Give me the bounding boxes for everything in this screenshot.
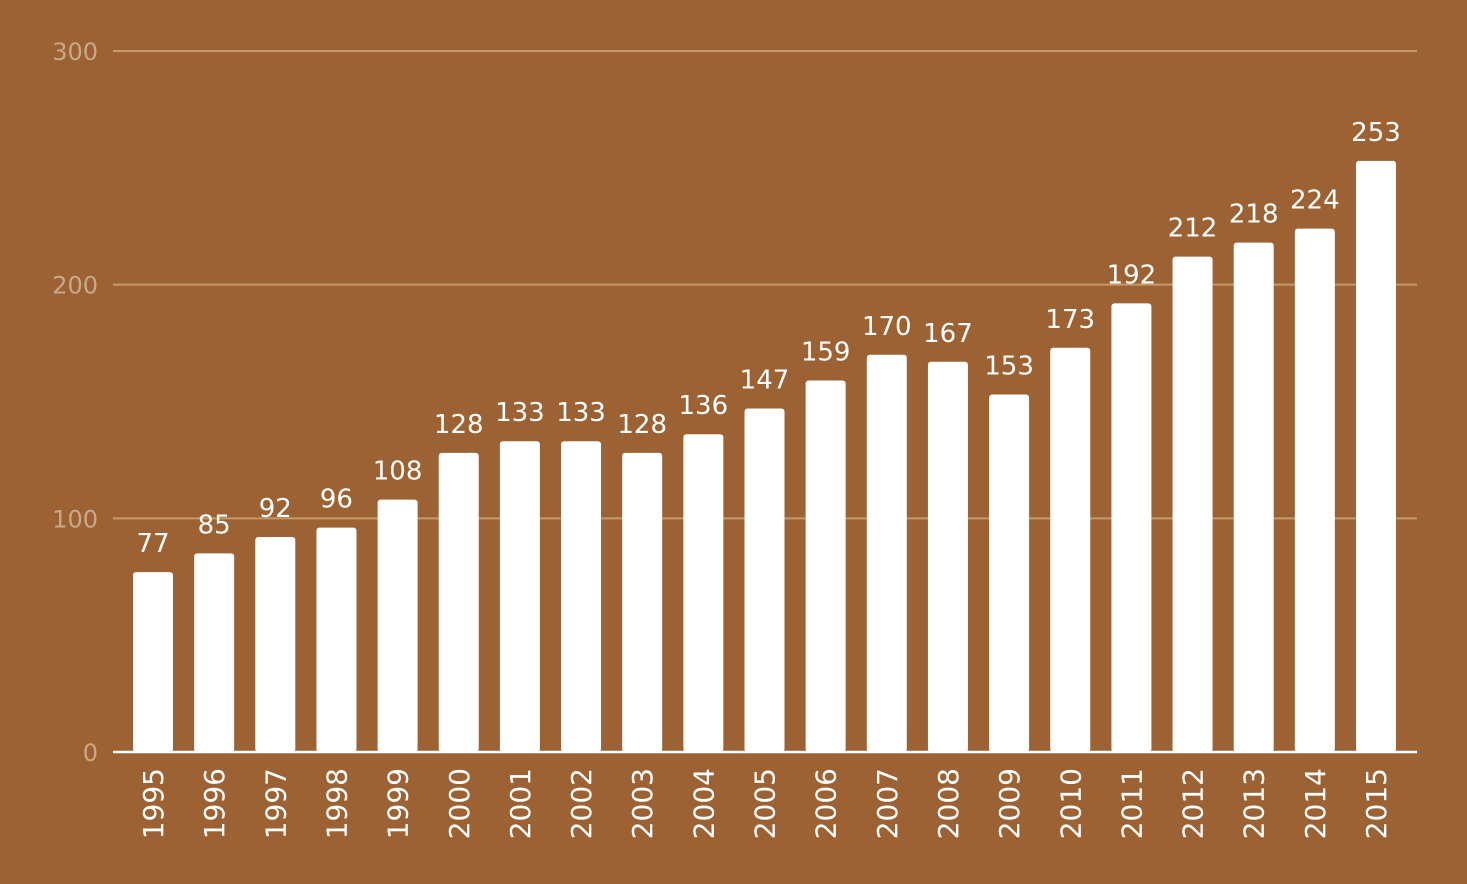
x-tick-label-2008: 2008: [932, 768, 965, 839]
value-label-2008: 167: [923, 319, 973, 349]
value-label-2012: 212: [1168, 214, 1218, 244]
y-tick-label: 100: [52, 505, 98, 533]
x-tick-label-2011: 2011: [1115, 768, 1148, 839]
x-tick-label-2012: 2012: [1177, 768, 1210, 839]
bar-1999: [377, 499, 418, 752]
value-label-2010: 173: [1045, 305, 1095, 335]
x-tick-label-2002: 2002: [565, 768, 598, 839]
bar-2002: [561, 441, 602, 752]
x-tick-label-2004: 2004: [687, 768, 720, 839]
x-tick-label-1999: 1999: [382, 768, 415, 839]
bar-2014: [1294, 228, 1335, 752]
bar-1998: [316, 527, 357, 752]
value-label-1998: 96: [320, 485, 353, 515]
x-tick-label-2013: 2013: [1238, 768, 1271, 839]
bar-1996: [194, 553, 235, 752]
bar-2005: [744, 408, 785, 752]
value-label-2007: 170: [862, 312, 912, 342]
value-label-2005: 147: [740, 366, 790, 396]
bar-2000: [438, 452, 479, 752]
bar-1997: [255, 537, 296, 752]
x-tick-label-2000: 2000: [443, 768, 476, 839]
bar-2006: [805, 380, 846, 752]
bars: [133, 160, 1396, 752]
value-label-2014: 224: [1290, 186, 1340, 216]
value-label-2002: 133: [556, 398, 606, 428]
bar-1995: [133, 572, 173, 752]
bar-2001: [499, 441, 540, 752]
bar-2003: [622, 452, 663, 752]
bar-2011: [1111, 303, 1152, 752]
value-labels: 77 85 92 96 108 128 133 133 128 136 147 159 170 167 15…: [136, 118, 1400, 559]
y-tick-label: 200: [52, 272, 98, 300]
bar-2009: [989, 394, 1030, 752]
value-label-2013: 218: [1229, 200, 1279, 230]
x-tick-label-2007: 2007: [871, 768, 904, 839]
x-tick-label-1995: 1995: [137, 768, 170, 839]
bar-2004: [683, 434, 724, 752]
x-tick-label-2015: 2015: [1360, 768, 1393, 839]
value-label-2015: 253: [1351, 118, 1401, 148]
bar-2007: [866, 354, 907, 752]
value-label-2003: 128: [617, 410, 667, 440]
value-label-2006: 159: [801, 337, 851, 367]
x-tick-label-1996: 1996: [198, 768, 231, 839]
x-tick-labels: 1995 1996 1997 1998 1999 2000 2001 2002 2003 2004…: [137, 768, 1393, 839]
x-tick-label-2001: 2001: [504, 768, 537, 839]
value-label-1999: 108: [373, 457, 423, 487]
x-tick-label-1998: 1998: [320, 768, 353, 839]
value-label-2009: 153: [984, 351, 1034, 381]
x-tick-label-1997: 1997: [259, 768, 292, 839]
y-tick-label: 300: [52, 38, 98, 66]
x-tick-label-2006: 2006: [810, 768, 843, 839]
bar-2008: [927, 361, 968, 752]
value-label-2000: 128: [434, 410, 484, 440]
x-tick-label-2009: 2009: [993, 768, 1026, 839]
bar-2015: [1356, 160, 1396, 752]
y-tick-label: 0: [83, 739, 98, 767]
x-tick-label-2003: 2003: [626, 768, 659, 839]
x-tick-label-2005: 2005: [749, 768, 782, 839]
value-label-1995: 77: [136, 529, 169, 559]
value-label-1997: 92: [259, 494, 292, 524]
value-label-2004: 136: [679, 391, 729, 421]
value-label-2011: 192: [1107, 260, 1157, 290]
bar-2010: [1050, 347, 1091, 752]
bar-2012: [1172, 256, 1213, 752]
y-tick-labels: 0 100 200 300: [52, 38, 98, 767]
value-label-1996: 85: [198, 510, 231, 540]
x-tick-label-2010: 2010: [1054, 768, 1087, 839]
bar-2013: [1233, 242, 1274, 752]
x-tick-label-2014: 2014: [1299, 768, 1332, 839]
value-label-2001: 133: [495, 398, 545, 428]
